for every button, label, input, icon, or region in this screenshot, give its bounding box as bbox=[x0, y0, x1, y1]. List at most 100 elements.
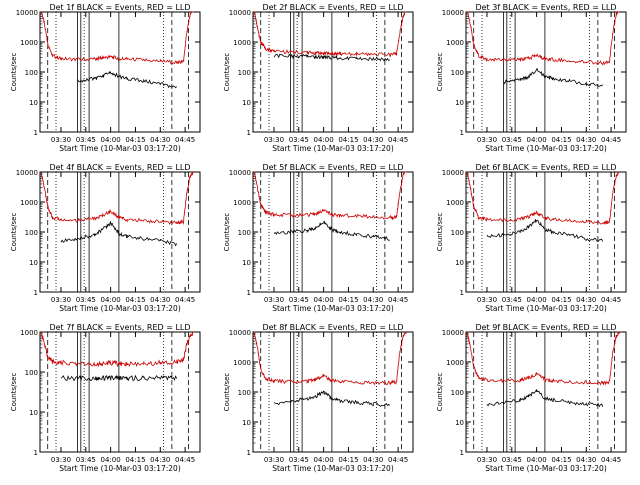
x-tick-label: 04:00 bbox=[527, 456, 547, 464]
axes-frame bbox=[39, 171, 201, 293]
series-events bbox=[77, 70, 178, 89]
axes-frame bbox=[465, 331, 627, 453]
y-axis-label: Counts/sec bbox=[436, 213, 444, 252]
y-tick-label: 10 bbox=[242, 99, 251, 107]
x-tick-label: 04:45 bbox=[388, 136, 408, 144]
y-tick-label: 10000 bbox=[442, 9, 464, 17]
y-axis-label: Counts/sec bbox=[223, 213, 231, 252]
series-events bbox=[273, 390, 391, 407]
axes-frame bbox=[465, 11, 627, 133]
panel-det-7: Det 7f BLACK = Events, RED = LLD 1 10 100 10… bbox=[10, 323, 201, 473]
y-tick-label: 10 bbox=[455, 259, 464, 267]
x-axis-label: Start Time (10-Mar-03 03:17:20) bbox=[272, 464, 394, 473]
y-tick-label: 1000 bbox=[446, 39, 464, 47]
y-axis-label: Counts/sec bbox=[10, 373, 18, 412]
panel-det-9: Det 9f BLACK = Events, RED = LLD 1 10 100 10… bbox=[436, 323, 627, 473]
x-tick-label: 04:15 bbox=[338, 456, 358, 464]
x-tick-label: 04:15 bbox=[125, 136, 145, 144]
x-tick-label: 04:15 bbox=[125, 296, 145, 304]
x-tick-label: 04:45 bbox=[601, 136, 621, 144]
x-tick-label: 04:45 bbox=[175, 136, 195, 144]
x-tick-label: 03:45 bbox=[289, 136, 309, 144]
y-tick-label: 100 bbox=[451, 69, 464, 77]
y-tick-label: 1 bbox=[247, 449, 251, 457]
panel-det-8: Det 8f BLACK = Events, RED = LLD 1 10 100 10… bbox=[223, 323, 414, 473]
y-tick-label: 10 bbox=[455, 99, 464, 107]
x-tick-label: 04:45 bbox=[601, 456, 621, 464]
x-tick-label: 03:45 bbox=[76, 296, 96, 304]
panel-title: Det 3f BLACK = Events, RED = LLD bbox=[475, 3, 616, 12]
x-tick-label: 03:30 bbox=[477, 136, 497, 144]
panel-det-5: Det 5f BLACK = Events, RED = LLD 1 10 100 10… bbox=[223, 163, 414, 313]
y-tick-label: 1 bbox=[247, 129, 251, 137]
y-tick-label: 10000 bbox=[229, 169, 251, 177]
axes-frame bbox=[252, 11, 414, 133]
x-tick-label: 03:45 bbox=[76, 456, 96, 464]
x-tick-label: 03:45 bbox=[502, 296, 522, 304]
x-axis-label: Start Time (10-Mar-03 03:17:20) bbox=[485, 304, 607, 313]
y-tick-label: 10 bbox=[29, 409, 38, 417]
x-tick-label: 03:30 bbox=[477, 296, 497, 304]
y-tick-label: 1 bbox=[460, 449, 464, 457]
series-events bbox=[486, 219, 604, 243]
x-tick-label: 03:30 bbox=[477, 456, 497, 464]
x-tick-label: 03:30 bbox=[264, 456, 284, 464]
y-tick-label: 1000 bbox=[446, 359, 464, 367]
panel-det-3: Det 3f BLACK = Events, RED = LLD 1 10 100 10… bbox=[436, 3, 627, 153]
x-tick-label: 04:15 bbox=[551, 456, 571, 464]
x-tick-label: 03:45 bbox=[502, 456, 522, 464]
y-tick-label: 1000 bbox=[20, 329, 38, 337]
axes-frame bbox=[39, 11, 201, 133]
x-tick-label: 04:30 bbox=[363, 296, 383, 304]
series-lld bbox=[253, 331, 407, 386]
y-axis-label: Counts/sec bbox=[10, 53, 18, 92]
x-tick-label: 03:45 bbox=[502, 136, 522, 144]
panel-det-6: Det 6f BLACK = Events, RED = LLD 1 10 100 10… bbox=[436, 163, 627, 313]
y-tick-label: 10 bbox=[29, 99, 38, 107]
x-tick-label: 03:30 bbox=[264, 136, 284, 144]
y-tick-label: 1 bbox=[34, 449, 38, 457]
x-tick-label: 03:30 bbox=[264, 296, 284, 304]
x-axis-label: Start Time (10-Mar-03 03:17:20) bbox=[59, 144, 181, 153]
axes-frame bbox=[252, 331, 414, 453]
series-events bbox=[273, 53, 391, 62]
y-tick-label: 1 bbox=[247, 289, 251, 297]
x-tick-label: 03:45 bbox=[289, 456, 309, 464]
axes-frame bbox=[39, 331, 201, 453]
x-axis-label: Start Time (10-Mar-03 03:17:20) bbox=[59, 464, 181, 473]
y-tick-label: 1000 bbox=[20, 39, 38, 47]
x-tick-label: 03:45 bbox=[76, 136, 96, 144]
y-tick-label: 100 bbox=[451, 229, 464, 237]
panel-title: Det 8f BLACK = Events, RED = LLD bbox=[262, 323, 403, 332]
x-tick-label: 04:30 bbox=[150, 456, 170, 464]
y-axis-label: Counts/sec bbox=[223, 53, 231, 92]
panel-title: Det 1f BLACK = Events, RED = LLD bbox=[49, 3, 190, 12]
y-tick-label: 10000 bbox=[229, 9, 251, 17]
series-lld bbox=[253, 11, 407, 58]
y-tick-label: 1000 bbox=[446, 199, 464, 207]
y-tick-label: 100 bbox=[25, 69, 38, 77]
x-tick-label: 04:45 bbox=[175, 456, 195, 464]
x-tick-label: 04:15 bbox=[551, 136, 571, 144]
series-events bbox=[60, 374, 178, 382]
y-tick-label: 10000 bbox=[442, 169, 464, 177]
series-lld bbox=[40, 171, 194, 226]
y-tick-label: 10 bbox=[29, 259, 38, 267]
x-axis-label: Start Time (10-Mar-03 03:17:20) bbox=[272, 144, 394, 153]
panel-title: Det 4f BLACK = Events, RED = LLD bbox=[49, 163, 190, 172]
panel-det-2: Det 2f BLACK = Events, RED = LLD 1 10 100 10… bbox=[223, 3, 414, 153]
panel-det-4: Det 4f BLACK = Events, RED = LLD 1 10 100 10… bbox=[10, 163, 201, 313]
x-tick-label: 04:15 bbox=[125, 456, 145, 464]
y-tick-label: 100 bbox=[25, 229, 38, 237]
x-tick-label: 04:00 bbox=[101, 296, 121, 304]
y-axis-label: Counts/sec bbox=[10, 213, 18, 252]
x-tick-label: 04:00 bbox=[527, 296, 547, 304]
y-axis-label: Counts/sec bbox=[223, 373, 231, 412]
y-tick-label: 1 bbox=[460, 289, 464, 297]
y-tick-label: 100 bbox=[451, 389, 464, 397]
x-tick-label: 04:45 bbox=[388, 456, 408, 464]
x-tick-label: 04:45 bbox=[175, 296, 195, 304]
panel-title: Det 9f BLACK = Events, RED = LLD bbox=[475, 323, 616, 332]
y-tick-label: 10000 bbox=[16, 169, 38, 177]
